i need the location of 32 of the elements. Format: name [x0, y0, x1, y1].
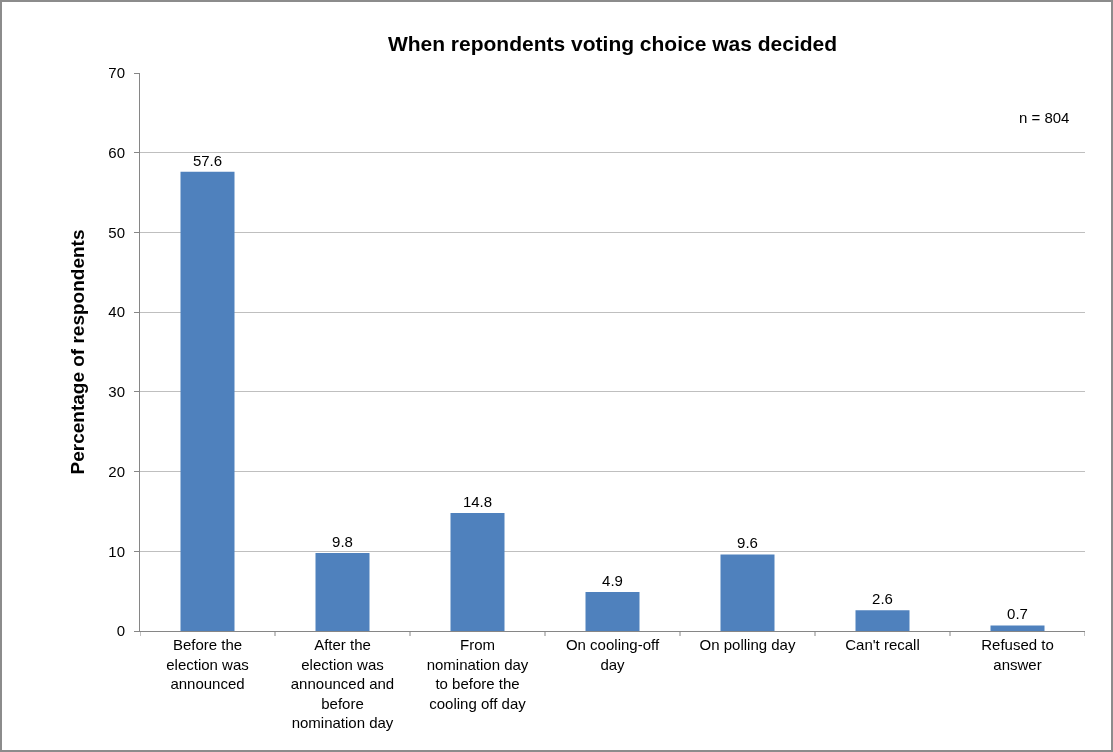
y-tick-label: 10: [108, 542, 125, 560]
y-tick-label: 0: [116, 622, 125, 640]
x-tick-label: Can't recall: [845, 636, 920, 653]
x-tick-label: From nomination day to before the cooling off day: [426, 636, 529, 712]
data-label: 14.8: [462, 493, 493, 511]
y-tick-label: 40: [108, 303, 125, 321]
data-label: 9.8: [332, 532, 353, 550]
y-tick-label: 70: [108, 64, 125, 82]
data-label: 2.6: [872, 590, 893, 608]
y-tick-label: 50: [108, 223, 125, 241]
y-tick-label: 30: [108, 383, 125, 401]
bar: [720, 554, 775, 631]
bar: [585, 591, 640, 631]
x-tick-label: Refused to answer: [981, 636, 1054, 673]
y-axis-title: Percentage of respondents: [67, 229, 89, 475]
x-tick-label: Before the election was announced: [166, 636, 249, 692]
data-label: 9.6: [737, 534, 758, 552]
bar: [180, 171, 235, 631]
chart-title: When repondents voting choice was decided: [387, 32, 838, 56]
annotation: n = 804: [1019, 109, 1070, 126]
bar: [450, 513, 505, 631]
bar: [990, 625, 1045, 631]
x-tick-label: After the election was announced and before nomination day: [290, 636, 395, 731]
y-tick-label: 20: [108, 462, 125, 480]
bar: [315, 552, 370, 631]
data-label: 57.6: [192, 151, 223, 169]
x-tick-label: On polling day: [699, 636, 796, 653]
data-label: 0.7: [1007, 605, 1028, 623]
y-tick-label: 60: [108, 143, 125, 161]
bar: [855, 610, 910, 631]
data-label: 4.9: [602, 571, 623, 589]
x-tick-label: On cooling-off day: [565, 636, 660, 673]
